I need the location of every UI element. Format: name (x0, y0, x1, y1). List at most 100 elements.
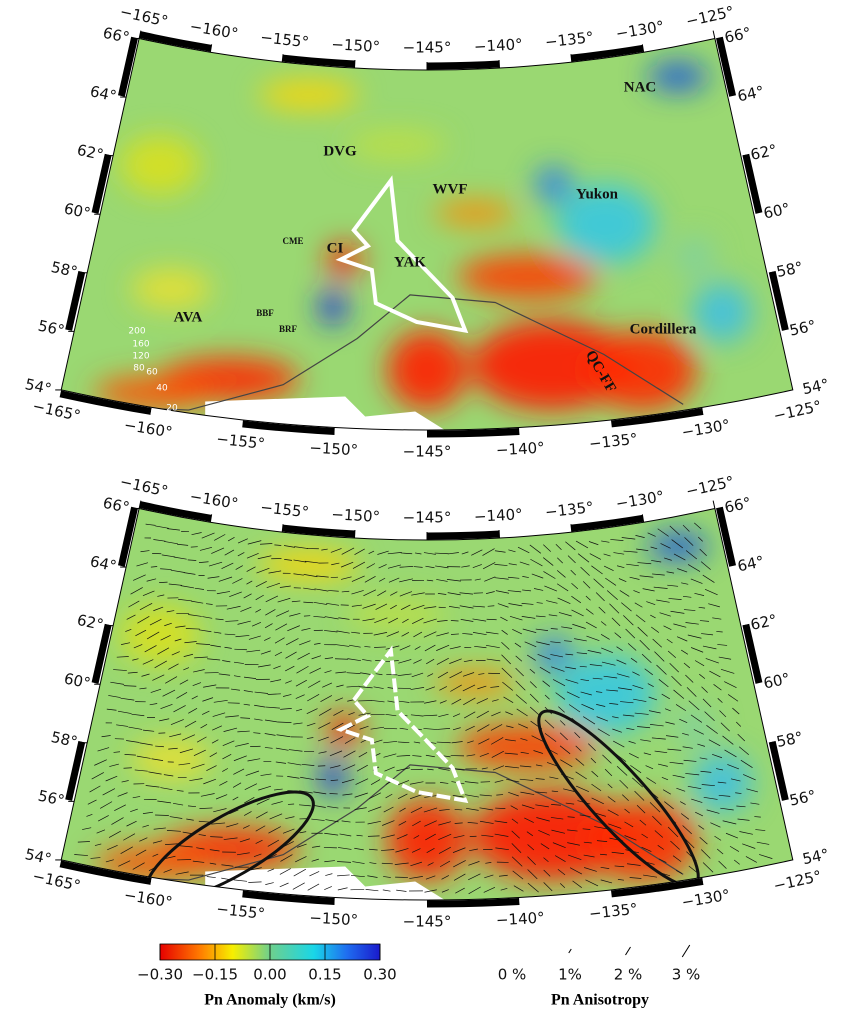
anisotropy-tick-label: 3 % (672, 966, 701, 984)
lat-tick-label: 56° (788, 787, 818, 810)
map-annotation: 60 (146, 368, 158, 378)
lon-tick-label: −155° (215, 430, 265, 453)
lat-tick-label: 64° (736, 82, 766, 105)
lon-tick-label: −130° (614, 17, 665, 43)
lon-tick-label: −165° (31, 397, 82, 425)
lat-tick-label: 66° (101, 494, 131, 517)
map-annotation: 120 (132, 352, 149, 362)
anomaly-blob (692, 283, 752, 343)
anomaly-blob (258, 81, 358, 109)
map-frame (335, 901, 427, 904)
lon-tick-label: −140° (495, 909, 545, 930)
lon-tick-label: −135° (588, 430, 638, 453)
lat-tick-label: 54° (23, 375, 53, 398)
anomaly-blob (120, 135, 200, 195)
anomaly-blob (535, 166, 571, 202)
map-annotation: 80 (133, 364, 145, 374)
map-annotation: DVG (323, 143, 357, 159)
anomaly-blob (131, 269, 211, 309)
map-annotation: BBF (256, 308, 274, 318)
lon-tick-label: −135° (544, 498, 594, 521)
anomaly-blob (648, 533, 708, 561)
lon-tick-label: −125° (684, 2, 735, 30)
anomaly-blob (435, 201, 515, 225)
map-annotation: 20 (166, 404, 178, 414)
map-annotation: CME (283, 236, 304, 246)
lon-tick-label: −145° (403, 39, 452, 57)
map-annotation: AVA (174, 309, 203, 325)
lat-tick-label: 54° (801, 845, 831, 868)
map-frame (427, 431, 519, 434)
lat-tick-label: 60° (62, 669, 92, 692)
anomaly-blob (387, 330, 467, 410)
lon-tick-label: −125° (772, 867, 823, 895)
lon-tick-label: −130° (680, 416, 731, 442)
anomaly-blob (319, 289, 347, 325)
map-field (61, 39, 793, 462)
lat-tick-label: 66° (723, 494, 753, 517)
lat-tick-label: 64° (88, 82, 118, 105)
lat-tick-label: 60° (762, 669, 792, 692)
map-panel: −165° −165° −160° −160° −155° −155° −150° −150°… (23, 2, 830, 461)
lat-tick-label: 58° (775, 728, 805, 751)
lat-tick-label: 58° (49, 258, 79, 281)
colorbar-tick-label: −0.15 (192, 966, 238, 984)
lat-tick-label: 54° (801, 375, 831, 398)
anisotropy-tick-label: 1% (558, 966, 582, 984)
lon-tick-label: −140° (473, 505, 523, 526)
lat-tick-label: 60° (762, 199, 792, 222)
colorbar-tick-label: 0.30 (363, 966, 396, 984)
colorbar-tick-label: 0.00 (253, 966, 286, 984)
lon-tick-label: −150° (331, 505, 381, 526)
lat-tick-label: 58° (775, 258, 805, 281)
lon-tick-label: −155° (259, 28, 309, 51)
map-annotation: Cordillera (630, 321, 697, 337)
lon-tick-label: −140° (473, 35, 523, 56)
lon-tick-label: −130° (614, 487, 665, 513)
anisotropy-tick-label: 0 % (498, 966, 527, 984)
lon-tick-label: −160° (189, 17, 240, 43)
map-frame (427, 64, 499, 66)
map-frame (427, 534, 499, 536)
map-annotation: WVF (433, 181, 468, 197)
lon-tick-label: −165° (31, 867, 82, 895)
lon-tick-label: −125° (684, 472, 735, 500)
lon-tick-label: −160° (123, 416, 174, 442)
map-annotation: NAC (624, 79, 657, 95)
anomaly-blob (674, 237, 714, 277)
map-frame (355, 534, 427, 536)
lon-tick-label: −155° (259, 498, 309, 521)
lon-tick-label: −140° (495, 439, 545, 460)
anomaly-blob (319, 759, 347, 795)
map-annotation: YAK (394, 254, 426, 270)
map-annotation: Yukon (576, 186, 619, 202)
lon-tick-label: −145° (403, 913, 452, 931)
anisotropy-title: Pn Anisotropy (551, 992, 649, 1009)
lat-tick-label: 64° (736, 552, 766, 575)
anisotropy-tick-label: 2 % (614, 966, 643, 984)
lat-tick-label: 56° (36, 787, 66, 810)
map-annotation: CI (327, 240, 344, 256)
lat-tick-label: 64° (88, 552, 118, 575)
lon-tick-label: −165° (118, 2, 169, 30)
map-panel: −165°−165°−160°−160°−155°−155°−150°−150°… (23, 472, 830, 931)
anomaly-blob (131, 739, 211, 779)
lat-tick-label: 58° (49, 728, 79, 751)
lon-tick-label: −135° (588, 900, 638, 923)
lon-tick-label: −145° (403, 509, 452, 527)
map-frame (427, 901, 519, 904)
colorbar-title: Pn Anomaly (km/s) (204, 992, 336, 1009)
anisotropy-key (682, 945, 690, 957)
anomaly-blob (387, 800, 467, 880)
lat-tick-label: 62° (75, 611, 105, 634)
lon-tick-label: −145° (403, 443, 452, 461)
anomaly-blob (556, 654, 656, 734)
map-annotation: 200 (128, 327, 145, 337)
anisotropy-key (569, 949, 572, 953)
colorbar-tick-label: −0.30 (137, 966, 183, 984)
lon-tick-label: −150° (309, 439, 359, 460)
map-field (61, 509, 793, 932)
lat-tick-label: 66° (101, 24, 131, 47)
lat-tick-label: 60° (62, 199, 92, 222)
lon-tick-label: −150° (331, 35, 381, 56)
